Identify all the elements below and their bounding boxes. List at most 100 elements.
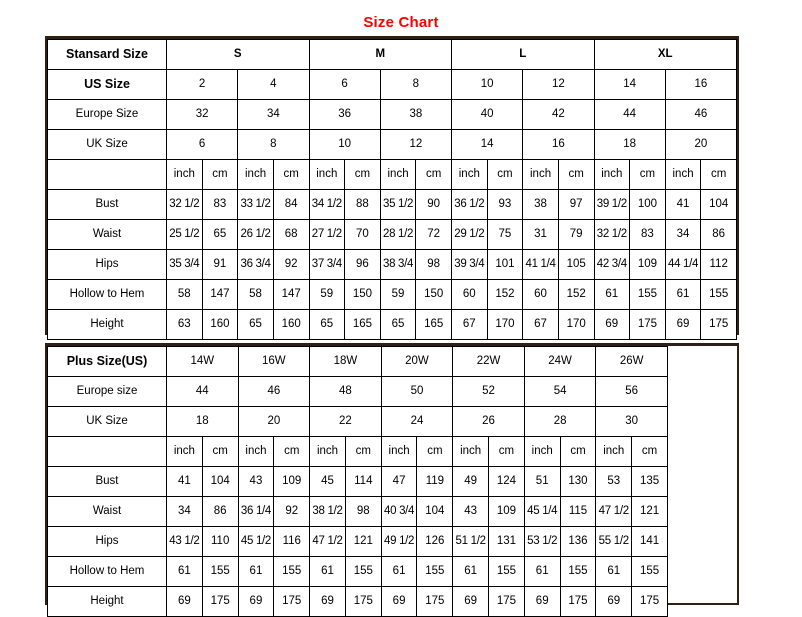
measurement-row: Waist 34 86 36 1/4 92 38 1/2 98 40 3/4 104 43 109 4… — [47, 496, 668, 527]
measurement-row: Waist 25 1/2 65 26 1/2 68 27 1/2 70 28 1/2 72 29 … — [47, 219, 737, 250]
measurement-label: Waist — [47, 496, 167, 527]
measurement-value: 116 — [273, 526, 311, 557]
size-value: 20 — [664, 129, 738, 160]
measurement-value: 69 — [595, 586, 633, 617]
measurement-value: 65 — [308, 309, 346, 340]
measurement-value: 69 — [593, 309, 631, 340]
measurement-value: 98 — [415, 249, 452, 280]
size-group-header: M — [308, 39, 452, 70]
measurement-value: 37 3/4 — [308, 249, 346, 280]
plus-table-empty-area — [668, 346, 737, 603]
size-value: 34 — [237, 99, 310, 130]
measurement-value: 155 — [629, 279, 666, 310]
unit-header: cm — [272, 159, 310, 190]
measurement-value: 45 1/2 — [237, 526, 275, 557]
measurement-value: 58 — [237, 279, 274, 310]
measurement-value: 69 — [523, 586, 561, 617]
unit-header: inch — [595, 436, 633, 467]
measurement-value: 165 — [415, 309, 452, 340]
measurement-value: 104 — [416, 496, 454, 527]
measurement-row: Hips 35 3/4 91 36 3/4 92 37 3/4 96 38 3/4 98 39 3… — [47, 249, 737, 280]
unit-header: cm — [415, 159, 452, 190]
size-value: 56 — [595, 376, 668, 407]
measurement-value: 68 — [272, 219, 310, 250]
measurement-value: 51 1/2 — [452, 526, 490, 557]
unit-header: inch — [452, 436, 490, 467]
measurement-value: 29 1/2 — [451, 219, 488, 250]
measurement-value: 43 1/2 — [166, 526, 203, 557]
measurement-value: 63 — [166, 309, 203, 340]
size-value: 50 — [380, 376, 454, 407]
measurement-value: 69 — [309, 586, 346, 617]
unit-header: cm — [629, 159, 666, 190]
unit-header: cm — [488, 436, 525, 467]
measurement-value: 91 — [201, 249, 239, 280]
table-corner-label: Plus Size(US) — [47, 346, 167, 377]
measurement-value: 160 — [201, 309, 239, 340]
unit-header: cm — [557, 159, 595, 190]
measurement-value: 130 — [559, 466, 597, 497]
measurement-value: 175 — [344, 586, 382, 617]
measurement-value: 96 — [344, 249, 381, 280]
measurement-value: 59 — [379, 279, 417, 310]
size-value: 6 — [308, 69, 381, 100]
measurement-value: 175 — [559, 586, 597, 617]
measurement-value: 135 — [631, 466, 668, 497]
row-label: Europe size — [47, 376, 167, 407]
measurement-value: 59 — [308, 279, 346, 310]
unit-header: cm — [486, 159, 524, 190]
measurement-value: 104 — [201, 466, 239, 497]
measurement-value: 41 1/4 — [522, 249, 559, 280]
measurement-value: 58 — [166, 279, 203, 310]
measurement-value: 170 — [557, 309, 595, 340]
size-value: 16 — [664, 69, 738, 100]
measurement-value: 115 — [559, 496, 597, 527]
measurement-value: 43 — [452, 496, 490, 527]
measurement-value: 55 1/2 — [595, 526, 633, 557]
measurement-value: 40 3/4 — [380, 496, 418, 527]
measurement-label: Height — [47, 309, 167, 340]
measurement-value: 51 — [523, 466, 561, 497]
measurement-value: 35 3/4 — [166, 249, 203, 280]
size-value: 36 — [308, 99, 381, 130]
measurement-value: 61 — [595, 556, 633, 587]
measurement-value: 69 — [664, 309, 702, 340]
measurement-value: 155 — [631, 556, 668, 587]
measurement-value: 25 1/2 — [166, 219, 203, 250]
measurement-value: 41 — [166, 466, 203, 497]
table-row: UK Size 18 20 22 24 26 28 30 — [47, 406, 668, 437]
measurement-value: 109 — [629, 249, 666, 280]
size-value: 52 — [452, 376, 525, 407]
measurement-value: 28 1/2 — [379, 219, 417, 250]
size-value: 18 — [166, 406, 239, 437]
table-row: US Size 2 4 6 8 10 12 14 16 — [47, 69, 738, 100]
measurement-value: 175 — [629, 309, 666, 340]
measurement-value: 165 — [344, 309, 381, 340]
measurement-value: 65 — [379, 309, 417, 340]
measurement-value: 39 1/2 — [593, 189, 631, 220]
measurement-value: 32 1/2 — [166, 189, 203, 220]
measurement-value: 61 — [380, 556, 418, 587]
measurement-value: 61 — [452, 556, 490, 587]
measurement-value: 112 — [700, 249, 737, 280]
size-value: 14 — [450, 129, 524, 160]
unit-header: cm — [631, 436, 668, 467]
measurement-value: 93 — [486, 189, 524, 220]
measurement-value: 47 1/2 — [309, 526, 346, 557]
measurement-value: 35 1/2 — [379, 189, 417, 220]
measurement-value: 84 — [272, 189, 310, 220]
size-value: 18 — [593, 129, 666, 160]
measurement-value: 150 — [415, 279, 452, 310]
measurement-value: 31 — [522, 219, 559, 250]
measurement-value: 61 — [166, 556, 203, 587]
unit-header: inch — [664, 159, 702, 190]
measurement-value: 105 — [557, 249, 595, 280]
size-value: 12 — [522, 69, 595, 100]
standard-size-table: Stansard Size S M L XL US Size 2 4 6 8 10 12 14 16 Eur… — [47, 39, 738, 340]
measurement-value: 49 — [452, 466, 490, 497]
measurement-value: 69 — [237, 586, 275, 617]
measurement-value: 175 — [631, 586, 668, 617]
table-row: Europe size 44 46 48 50 52 54 56 — [47, 376, 668, 407]
measurement-value: 65 — [237, 309, 274, 340]
